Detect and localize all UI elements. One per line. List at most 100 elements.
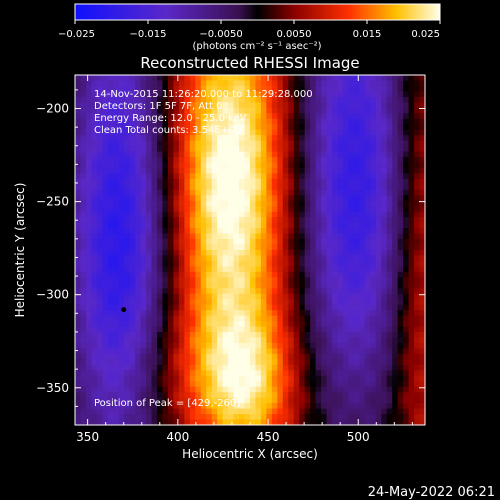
heatmap-cell [392,381,399,388]
heatmap-cell [375,364,382,371]
heatmap-cell [157,85,163,92]
heatmap-cell [102,184,109,191]
heatmap-cell [419,271,425,278]
heatmap-cell [326,118,333,125]
heatmap-cell [403,250,409,256]
heatmap-cell [151,266,158,273]
heatmap-cell [392,85,399,92]
heatmap-cell [266,151,273,158]
heatmap-cell [403,129,409,136]
heatmap-cell [173,260,180,267]
heatmap-cell [375,151,382,158]
heatmap-cell [332,315,338,322]
heatmap-cell [129,146,136,152]
heatmap-cell [288,217,295,224]
heatmap-cell [118,129,125,136]
heatmap-cell [386,107,393,114]
heatmap-cell [85,414,92,420]
heatmap-cell [200,217,207,224]
heatmap-cell [244,310,251,317]
heatmap-cell [375,189,382,196]
heatmap-cell [419,315,425,322]
heatmap-cell [244,80,251,87]
heatmap-cell [408,326,415,333]
heatmap-cell [239,397,245,404]
heatmap-cell [173,195,180,202]
heatmap-cell [151,408,158,415]
heatmap-cell [282,408,289,415]
heatmap-cell [282,80,289,87]
heatmap-cell [157,80,163,87]
heatmap-cell [184,96,191,103]
heatmap-cell [304,217,311,224]
heatmap-cell [408,293,415,300]
heatmap-cell [200,140,207,147]
heatmap-cell [370,211,377,218]
heatmap-cell [348,146,355,152]
heatmap-cell [195,419,202,425]
heatmap-cell [195,184,202,191]
heatmap-cell [195,189,202,196]
heatmap-cell [206,342,213,349]
heatmap-cell [80,315,87,322]
heatmap-cell [271,381,278,388]
heatmap-cell [206,129,213,136]
heatmap-cell [80,348,87,355]
heatmap-cell [310,146,317,152]
heatmap-cell [195,282,202,289]
heatmap-cell [326,348,333,355]
heatmap-cell [304,151,311,158]
heatmap-cell [173,271,180,278]
heatmap-cell [375,217,382,224]
heatmap-cell [282,375,289,382]
heatmap-cell [222,304,229,311]
heatmap-cell [282,250,289,256]
heatmap-cell [250,386,256,393]
heatmap-cell [233,364,240,371]
heatmap-cell [392,140,399,147]
heatmap-cell [375,107,382,114]
heatmap-cell [140,96,147,103]
heatmap-cell [118,162,125,169]
heatmap-cell [277,178,284,185]
heatmap-cell [206,315,213,322]
heatmap-cell [178,146,185,152]
heatmap-cell [228,107,234,114]
heatmap-cell [129,178,136,185]
heatmap-cell [157,217,163,224]
heatmap-cell [85,370,92,377]
heatmap-cell [381,342,388,349]
heatmap-cell [162,107,169,114]
heatmap-cell [118,299,125,306]
heatmap-cell [206,310,213,317]
heatmap-cell [337,299,344,306]
annotation-line: 14-Nov-2015 11:26:20.000 to 11:29:28.000 [94,89,313,100]
heatmap-cell [260,80,267,87]
heatmap-cell [408,91,415,98]
heatmap-cell [211,332,218,338]
heatmap-cell [151,255,158,262]
heatmap-cell [255,332,262,338]
heatmap-cell [353,189,360,196]
heatmap-cell [370,173,377,180]
heatmap-cell [288,255,295,262]
heatmap-cell [293,75,300,81]
heatmap-cell [353,75,360,81]
heatmap-cell [96,348,103,355]
heatmap-cell [178,135,185,142]
heatmap-cell [239,189,245,196]
heatmap-cell [304,102,311,109]
heatmap-cell [206,167,213,174]
heatmap-cell [85,277,92,284]
heatmap-cell [282,113,289,120]
heatmap-cell [337,140,344,147]
heatmap-cell [75,178,81,185]
heatmap-cell [342,135,349,142]
heatmap-cell [304,157,311,163]
heatmap-cell [282,321,289,327]
heatmap-cell [113,107,120,114]
heatmap-cell [381,332,388,338]
heatmap-cell [288,211,295,218]
heatmap-cell [381,271,388,278]
heatmap-cell [299,419,306,425]
